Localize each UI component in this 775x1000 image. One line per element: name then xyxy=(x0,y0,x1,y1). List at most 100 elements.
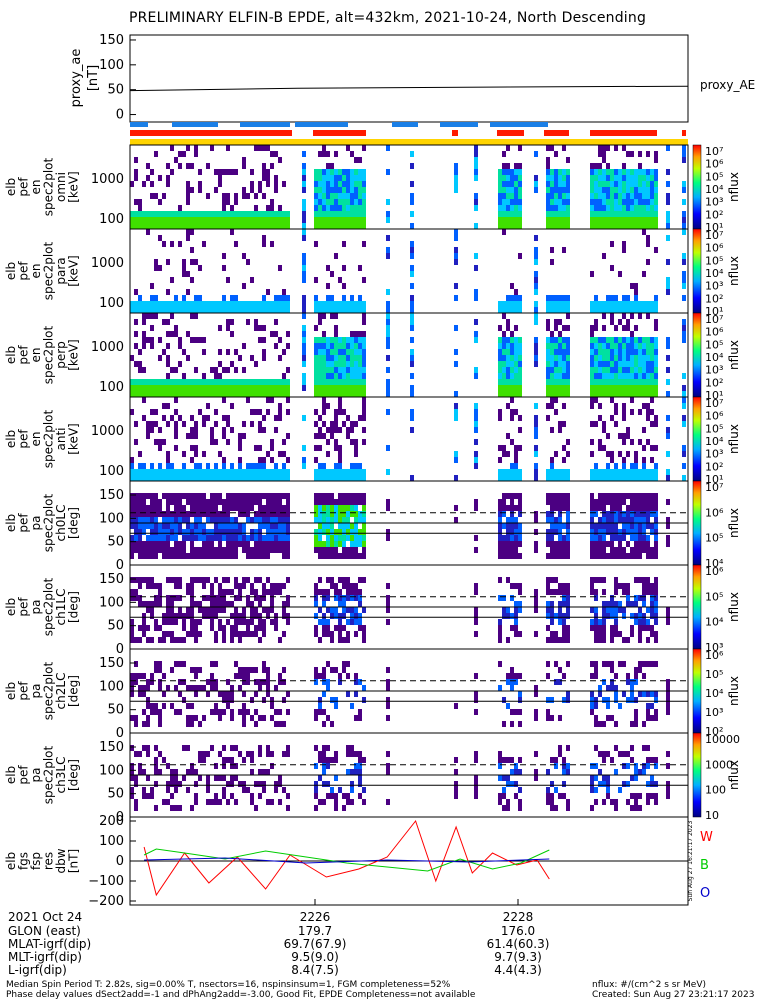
spectra-cell xyxy=(498,205,502,211)
spectra-cell xyxy=(546,211,550,217)
pa-cell xyxy=(238,631,242,637)
pa-cell xyxy=(170,793,174,799)
pa-cell xyxy=(338,679,342,685)
pa-cell xyxy=(146,793,150,799)
spectra-cell xyxy=(354,175,358,181)
pa-cell xyxy=(210,709,214,715)
spectra-cell xyxy=(634,289,638,295)
pa-cell xyxy=(506,679,510,685)
pa-cell xyxy=(318,589,322,595)
pa-cell xyxy=(282,541,286,547)
pa-cell xyxy=(314,673,318,679)
spectra-cell xyxy=(322,211,326,217)
pa-cell xyxy=(638,547,642,553)
spectra-cell xyxy=(246,379,250,385)
spectra-cell xyxy=(558,301,562,307)
pa-cell xyxy=(210,745,214,751)
colorbar-tick-label: 10⁴ xyxy=(705,557,724,570)
pa-cell xyxy=(134,493,138,499)
pa-cell xyxy=(354,493,358,499)
pa-cell xyxy=(134,799,138,805)
pa-cell xyxy=(614,553,618,559)
spectra-cell xyxy=(346,169,350,175)
pa-cell xyxy=(550,553,554,559)
spectra-cell xyxy=(274,475,278,481)
pa-cell xyxy=(650,601,654,607)
pa-cell xyxy=(166,529,170,535)
spectra-cell xyxy=(258,385,262,391)
spectra-cell xyxy=(342,421,346,427)
pa-cell xyxy=(498,757,502,763)
spectra-cell xyxy=(622,475,626,481)
spectra-cell xyxy=(314,295,318,301)
spectra-cell xyxy=(170,331,174,337)
pa-cell xyxy=(590,787,594,793)
spectra-cell xyxy=(322,361,326,367)
spectra-cell xyxy=(258,325,262,331)
spectra-cell xyxy=(602,373,606,379)
spectra-cell xyxy=(158,217,162,223)
pa-cell xyxy=(598,637,602,643)
pa-cell xyxy=(610,625,614,631)
pa-cell xyxy=(286,601,290,607)
spectra-cell xyxy=(350,169,354,175)
spectra-cell xyxy=(514,295,518,301)
spectra-cell xyxy=(226,385,230,391)
spectra-cell xyxy=(222,427,226,433)
pa-cell xyxy=(354,595,358,601)
spectra-cell xyxy=(638,475,642,481)
pa-cell xyxy=(214,799,218,805)
spectra-cell xyxy=(598,379,602,385)
spectra-cell xyxy=(318,223,322,229)
spectra-cell xyxy=(630,361,634,367)
pa-cell xyxy=(598,625,602,631)
spectra-cell xyxy=(194,307,198,313)
pa-cell xyxy=(654,715,658,721)
spectra-cell xyxy=(534,403,538,409)
spectra-cell xyxy=(130,181,134,187)
spectra-cell xyxy=(502,379,506,385)
spectra-cell xyxy=(610,451,614,457)
spectra-cell xyxy=(618,433,622,439)
pa-cell xyxy=(498,517,502,523)
pa-cell xyxy=(666,751,670,757)
spectra-cell xyxy=(318,355,322,361)
spectra-cell xyxy=(558,295,562,301)
pa-cell xyxy=(130,499,134,505)
pa-cell xyxy=(506,781,510,787)
pa-cell xyxy=(346,523,350,529)
spectra-cell xyxy=(226,421,230,427)
spectra-cell xyxy=(150,379,154,385)
spectra-cell xyxy=(594,325,598,331)
spectra-cell xyxy=(314,445,318,451)
spectra-cell xyxy=(262,415,266,421)
pa-cell xyxy=(222,757,226,763)
spectra-cell xyxy=(198,475,202,481)
pa-cell xyxy=(242,529,246,535)
spectra-cell xyxy=(546,169,550,175)
spectra-cell xyxy=(682,295,686,301)
pa-cell xyxy=(150,517,154,523)
pa-cell xyxy=(242,505,246,511)
spectra-cell xyxy=(158,439,162,445)
spectra-cell xyxy=(566,199,570,205)
spectra-cell xyxy=(286,295,290,301)
pa-cell xyxy=(346,769,350,775)
spectra-cell xyxy=(602,157,606,163)
pa-cell xyxy=(198,721,202,727)
pa-cell xyxy=(262,631,266,637)
spectra-cell xyxy=(218,223,222,229)
spectra-cell xyxy=(318,175,322,181)
spectra-cell xyxy=(510,205,514,211)
pa-cell xyxy=(330,613,334,619)
pa-cell xyxy=(226,679,230,685)
spectra-cell xyxy=(318,205,322,211)
pa-cell xyxy=(338,493,342,499)
pa-cell xyxy=(506,805,510,811)
spectra-cell xyxy=(550,475,554,481)
spectra-cell xyxy=(590,385,594,391)
spectra-cell xyxy=(194,475,198,481)
pa-cell xyxy=(170,553,174,559)
pa-cell xyxy=(238,499,242,505)
pa-cell xyxy=(602,619,606,625)
